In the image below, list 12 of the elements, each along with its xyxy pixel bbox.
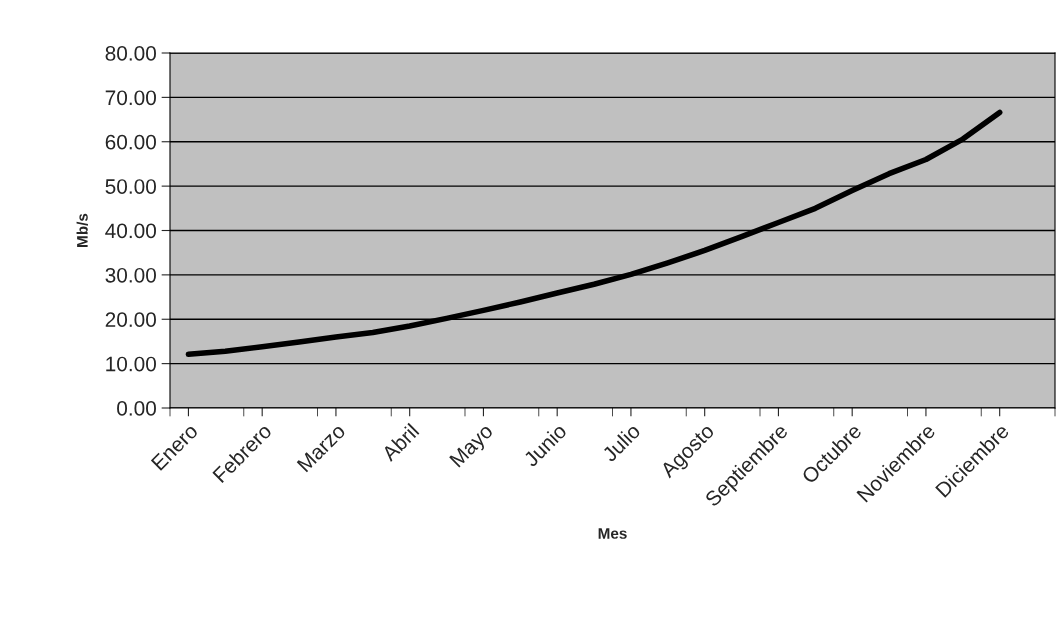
y-tick-label: 70.00 xyxy=(105,90,156,106)
y-tick-label: 30.00 xyxy=(105,267,156,283)
y-tick-label: 20.00 xyxy=(105,312,156,327)
y-tick-label: 80.00 xyxy=(105,46,156,61)
y-tick-label: 40.00 xyxy=(105,223,156,239)
y-tick-label: 60.00 xyxy=(105,134,156,150)
y-tick-label: 0.00 xyxy=(117,401,156,416)
y-axis-title: Mb/s xyxy=(76,213,88,247)
y-tick-label: 10.00 xyxy=(106,356,156,372)
y-tick-label: 50.00 xyxy=(105,179,156,194)
x-axis-title: Mes xyxy=(598,528,627,539)
x-tick-label: Julio xyxy=(600,422,642,463)
